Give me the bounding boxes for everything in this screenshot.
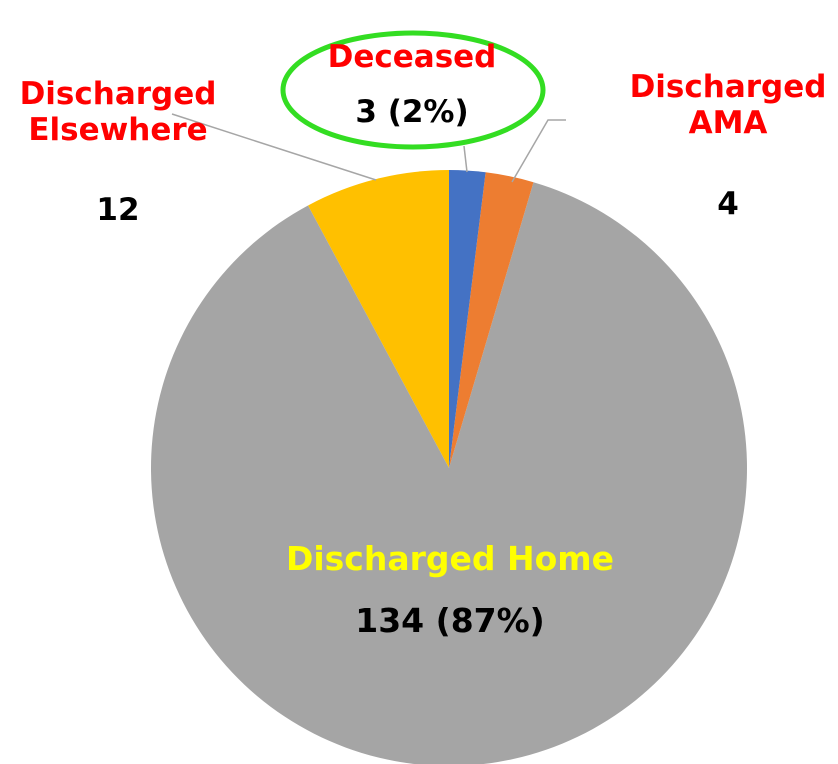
leader-line (463, 145, 468, 173)
value-label: 3 (2%) (355, 94, 469, 130)
pie-slice (151, 182, 747, 764)
pie-slice (449, 172, 534, 469)
category-label: Discharged AMA (629, 69, 827, 141)
category-label: Discharged Elsewhere (19, 76, 217, 148)
highlight-ellipse (280, 30, 546, 150)
leader-line (171, 113, 377, 181)
value-label: 12 (96, 192, 140, 228)
category-label: Deceased (327, 39, 497, 75)
leader-line (511, 119, 566, 183)
value-label: 4 (717, 186, 739, 222)
value-label: 134 (87%) (355, 601, 545, 640)
pie-slice (308, 170, 449, 468)
category-label: Discharged Home (285, 539, 615, 578)
pie-slice (449, 170, 486, 468)
